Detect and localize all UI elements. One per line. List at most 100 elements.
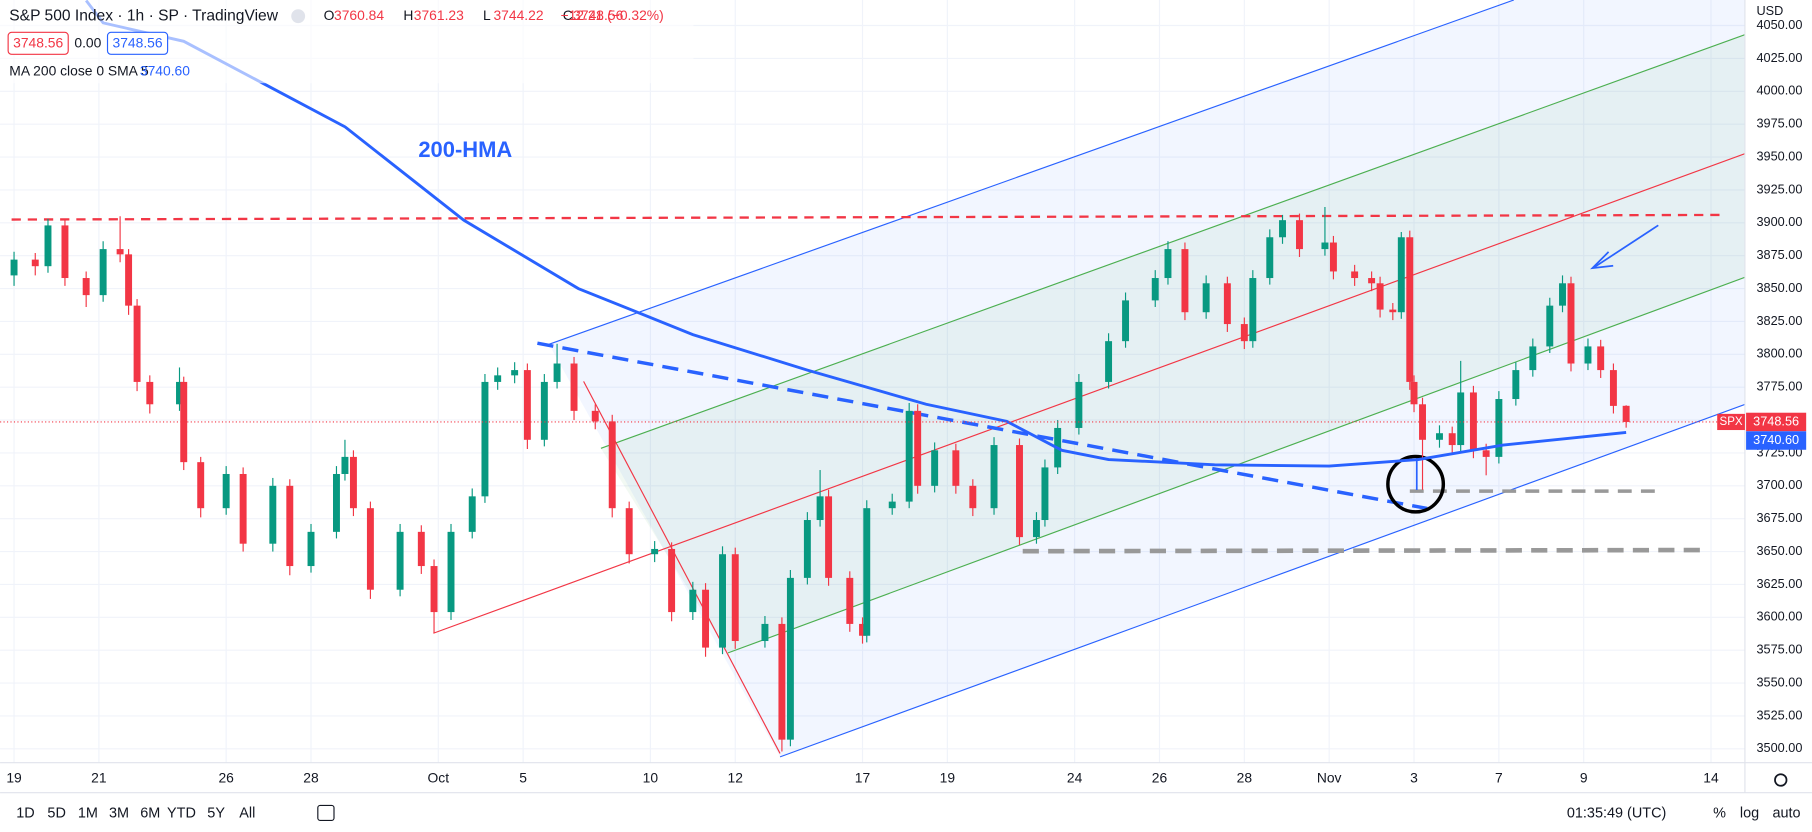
x-tick-label: 10 xyxy=(643,770,659,786)
candle-body xyxy=(1181,249,1189,313)
bid-box[interactable] xyxy=(7,31,69,55)
range-button[interactable]: YTD xyxy=(167,805,196,821)
trend-line xyxy=(583,381,781,754)
ohlc-value: 3760.84 xyxy=(334,7,384,23)
range-button[interactable]: 3M xyxy=(109,805,129,821)
range-button[interactable]: 1D xyxy=(16,805,34,821)
bid[interactable]: 3748.56 xyxy=(13,35,63,51)
ask-box[interactable] xyxy=(106,31,169,55)
candle-body xyxy=(1512,370,1520,400)
price-tag-text: 3748.56 xyxy=(1753,413,1799,428)
candle-body xyxy=(494,375,502,382)
range-button[interactable]: All xyxy=(239,805,255,821)
candle-body xyxy=(591,410,599,422)
indicator-value: 3740.60 xyxy=(140,62,190,78)
y-tick-label: 3500.00 xyxy=(1756,740,1802,755)
candle-body xyxy=(1469,392,1477,451)
support-line xyxy=(1022,547,1705,554)
candle-body xyxy=(969,485,977,509)
highlight-circle xyxy=(1386,454,1446,514)
candle-body xyxy=(269,485,277,544)
drawings xyxy=(11,0,1745,758)
change: −12.21 (−0.32%) xyxy=(560,7,663,23)
y-tick-label: 4000.00 xyxy=(1756,83,1802,98)
candle-body xyxy=(1296,220,1303,250)
candle-body xyxy=(1321,242,1329,250)
grid xyxy=(0,0,1745,763)
y-tick-label: 3775.00 xyxy=(1756,379,1802,394)
candle-body xyxy=(1202,283,1210,313)
candle-body xyxy=(702,589,710,648)
log-toggle[interactable]: log xyxy=(1740,805,1759,821)
range-button[interactable]: 5D xyxy=(47,805,65,821)
candle-body xyxy=(719,554,726,648)
y-tick-label: 3975.00 xyxy=(1756,116,1802,131)
x-tick-label: 28 xyxy=(303,770,319,786)
x-tick-label: Oct xyxy=(428,770,450,786)
auto-toggle[interactable]: auto xyxy=(1772,805,1800,821)
range-button[interactable]: 6M xyxy=(140,805,160,821)
candle-body xyxy=(1622,405,1630,422)
y-tick-label: 3950.00 xyxy=(1756,148,1802,163)
calendar-icon[interactable] xyxy=(317,804,335,822)
ask[interactable]: 3748.56 xyxy=(113,35,163,51)
x-tick-label: 21 xyxy=(91,770,107,786)
candle-body xyxy=(1448,433,1456,446)
ohlc-letter: H xyxy=(403,7,413,23)
candle-body xyxy=(990,445,998,509)
candle-body xyxy=(307,531,315,567)
range-button[interactable]: 1M xyxy=(78,805,98,821)
candle-body xyxy=(553,363,561,382)
candle-body xyxy=(99,249,107,296)
candle-body xyxy=(1368,278,1376,284)
candle-body xyxy=(1482,450,1490,457)
candle-body xyxy=(803,520,811,578)
y-tick-label: 3925.00 xyxy=(1756,181,1802,196)
settings-icon[interactable] xyxy=(1774,773,1788,787)
x-tick-label: 24 xyxy=(1067,770,1083,786)
ohlc-value: 3748.56 xyxy=(573,7,623,23)
candle-body xyxy=(1609,370,1617,406)
ohlc-letter: C xyxy=(563,7,573,23)
candle-body xyxy=(931,450,939,486)
candle-body xyxy=(133,305,141,382)
candle-body xyxy=(44,225,52,267)
y-tick-label: 3825.00 xyxy=(1756,313,1802,328)
candle-body xyxy=(1397,237,1405,313)
candle-body xyxy=(125,254,133,306)
ma-tag xyxy=(1746,431,1807,450)
y-tick-label: 3900.00 xyxy=(1756,214,1802,229)
y-tick-label: 3675.00 xyxy=(1756,510,1802,525)
annotation: 200-HMA xyxy=(418,137,512,162)
candle-body xyxy=(61,225,69,279)
y-tick-label: 3850.00 xyxy=(1756,280,1802,295)
candle-body xyxy=(846,577,854,624)
price-tag xyxy=(1746,412,1807,432)
arrow-head xyxy=(1590,251,1614,270)
ma-tag-text: 3740.60 xyxy=(1753,432,1799,447)
toolbar: 1D 5D 1M 3M 6M YTD 5Y All xyxy=(16,805,255,821)
candle-body xyxy=(481,381,489,497)
y-tick-label: 3525.00 xyxy=(1756,707,1802,722)
candle-body xyxy=(859,623,866,636)
candle-body xyxy=(1032,520,1040,538)
range-button[interactable]: 5Y xyxy=(207,805,225,821)
candle-body xyxy=(651,548,659,555)
candle-body xyxy=(905,410,913,502)
clock: 01:35:49 (UTC) xyxy=(1567,805,1667,821)
candle-body xyxy=(523,370,531,440)
candle-body xyxy=(1266,237,1274,279)
candle-body xyxy=(10,259,18,276)
candle-body xyxy=(1389,309,1397,313)
y-tick-label: 4050.00 xyxy=(1756,17,1802,32)
y-tick-label: 3550.00 xyxy=(1756,674,1802,689)
status-dot xyxy=(291,9,306,24)
trend-line xyxy=(548,0,1515,345)
x-tick-label: 14 xyxy=(1703,770,1719,786)
candle-body xyxy=(778,623,786,740)
candle-body xyxy=(668,548,676,613)
percent-toggle[interactable]: % xyxy=(1713,805,1726,821)
candle-body xyxy=(1249,278,1257,342)
candle-body xyxy=(952,450,960,486)
